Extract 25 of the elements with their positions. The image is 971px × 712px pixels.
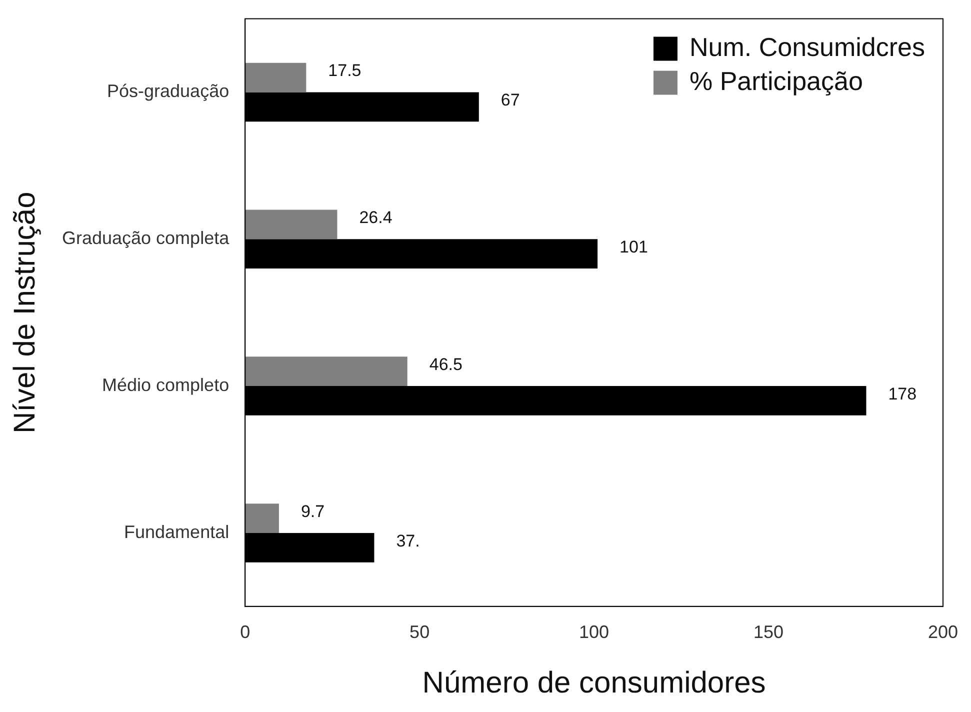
y-tick-label: Médio completo bbox=[102, 375, 230, 396]
data-label: 26.4 bbox=[359, 208, 392, 228]
legend-label: Num. Consumidcres bbox=[689, 32, 926, 62]
bar bbox=[245, 504, 279, 533]
data-label: 67 bbox=[500, 90, 520, 110]
y-axis-title: Nível de Instrução bbox=[8, 192, 42, 434]
x-tick-label: 0 bbox=[240, 622, 250, 642]
data-label: 178 bbox=[888, 384, 917, 404]
bar bbox=[245, 356, 408, 386]
data-label: 17.5 bbox=[328, 61, 362, 80]
bar bbox=[245, 62, 306, 92]
data-label: 9.7 bbox=[300, 502, 325, 521]
y-tick-label: Pós-graduação bbox=[107, 81, 230, 102]
x-tick-label: 150 bbox=[754, 622, 784, 642]
x-axis-title: Número de consumidores bbox=[422, 666, 766, 700]
x-tick-label: 100 bbox=[579, 622, 610, 642]
data-label: 101 bbox=[620, 238, 648, 257]
x-tick-label: 200 bbox=[928, 622, 958, 642]
data-label: 46.5 bbox=[429, 355, 462, 374]
bar bbox=[245, 210, 338, 240]
data-label: 37. bbox=[396, 531, 420, 550]
legend-label: % Participação bbox=[689, 66, 863, 96]
y-tick-label: Graduação completa bbox=[62, 228, 230, 248]
y-tick-label: Fundamental bbox=[124, 522, 230, 542]
x-tick-label: 50 bbox=[410, 622, 430, 642]
